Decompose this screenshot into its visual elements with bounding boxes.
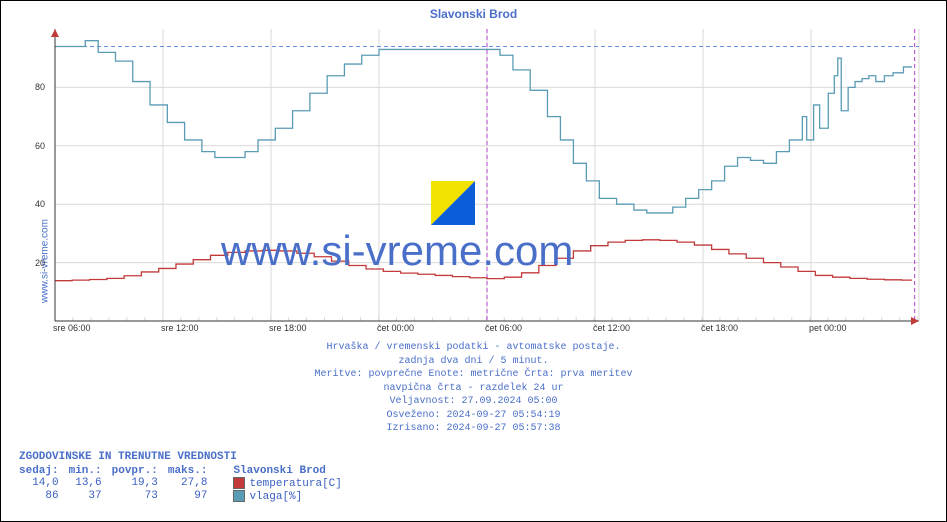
chart-title: Slavonski Brod	[1, 7, 946, 21]
weather-chart-frame: { "title": "Slavonski Brod", "source_lab…	[0, 0, 947, 522]
stats-location: Slavonski Brod	[217, 465, 351, 477]
chart-svg	[55, 29, 919, 321]
stats-row: 86377397 vlaga[%]	[19, 490, 352, 503]
stats-heading: ZGODOVINSKE IN TRENUTNE VREDNOSTI	[19, 451, 352, 463]
stats-table: ZGODOVINSKE IN TRENUTNE VREDNOSTI sedaj:…	[19, 451, 352, 503]
x-axis-labels: sre 06:00sre 12:00sre 18:00čet 00:00čet …	[55, 323, 919, 337]
stats-header-row: sedaj: min.: povpr.: maks.: Slavonski Br…	[19, 465, 352, 477]
chart-plot-area	[55, 29, 919, 321]
stats-row: 14,013,619,327,8 temperatura[C]	[19, 477, 352, 490]
y-axis-labels: 20406080	[1, 29, 51, 321]
chart-metadata: Hrvaška / vremenski podatki - avtomatske…	[1, 341, 946, 436]
